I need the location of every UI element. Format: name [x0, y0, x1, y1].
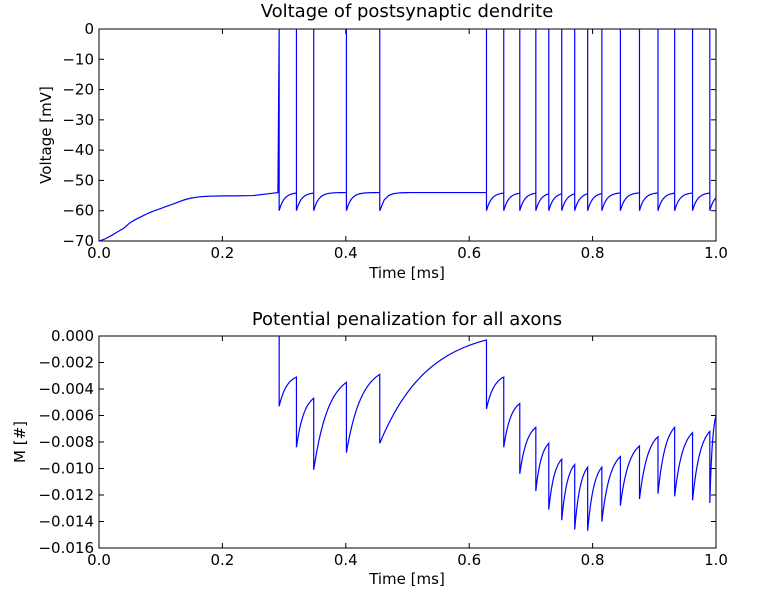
y-tick-label: −30 — [62, 111, 94, 129]
penalization-chart: Potential penalization for all axons Tim… — [11, 309, 728, 588]
y-tick-label: −0.006 — [38, 407, 94, 425]
x-tick-label: 0.0 — [87, 551, 111, 569]
series-line — [278, 336, 716, 531]
x-tick-label: 0.0 — [87, 244, 111, 262]
plot-frame — [98, 28, 717, 242]
y-tick-label: −60 — [62, 202, 94, 220]
voltage-chart-title: Voltage of postsynaptic dendrite — [261, 1, 554, 22]
penalization-chart-ylabel: M [#] — [11, 421, 29, 463]
plot-frame — [98, 335, 717, 549]
y-tick-label: −50 — [62, 171, 94, 189]
y-tick-label: −0.012 — [38, 486, 94, 504]
y-tick-label: 0.000 — [51, 327, 94, 345]
plot-area — [278, 336, 716, 531]
x-tick-label: 0.6 — [457, 244, 481, 262]
x-tick-label: 1.0 — [704, 551, 728, 569]
x-tick-label: 0.6 — [457, 551, 481, 569]
y-tick-label: −0.010 — [38, 460, 94, 478]
voltage-chart: Voltage of postsynaptic dendrite Time [m… — [37, 1, 728, 282]
y-tick-label: −0.004 — [38, 380, 94, 398]
y-tick-label: −0.002 — [38, 354, 94, 372]
x-tick-label: 0.8 — [581, 244, 605, 262]
y-tick-label: −40 — [62, 141, 94, 159]
x-tick-label: 0.8 — [581, 551, 605, 569]
x-tick-label: 0.4 — [334, 244, 358, 262]
x-tick-label: 0.2 — [210, 244, 234, 262]
y-tick-label: −70 — [62, 232, 94, 250]
voltage-chart-xlabel: Time [ms] — [368, 264, 445, 282]
x-tick-label: 0.2 — [210, 551, 234, 569]
penalization-chart-xlabel: Time [ms] — [368, 570, 445, 588]
y-tick-label: −20 — [62, 81, 94, 99]
x-tick-label: 0.4 — [334, 551, 358, 569]
x-tick-label: 1.0 — [704, 244, 728, 262]
y-tick-label: 0 — [84, 20, 94, 38]
y-tick-label: −10 — [62, 50, 94, 68]
y-tick-label: −0.008 — [38, 433, 94, 451]
series-line — [99, 29, 716, 241]
plot-area — [99, 29, 716, 241]
voltage-chart-ylabel: Voltage [mV] — [37, 86, 55, 184]
penalization-chart-title: Potential penalization for all axons — [252, 309, 562, 330]
y-tick-label: −0.016 — [38, 539, 94, 557]
y-tick-label: −0.014 — [38, 513, 94, 531]
